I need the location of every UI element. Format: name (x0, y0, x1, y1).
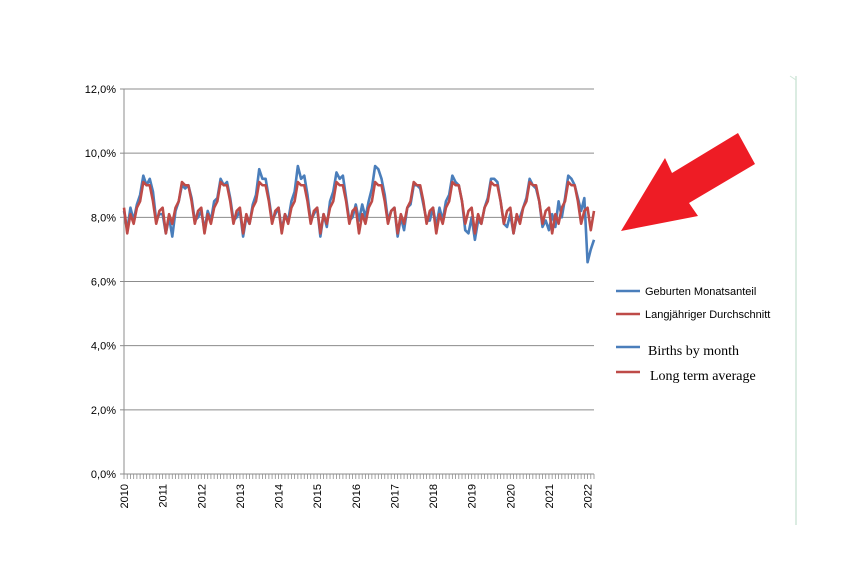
x-tick-label: 2015 (312, 484, 324, 508)
legend: Geburten Monatsanteil Langjähriger Durch… (616, 286, 770, 384)
y-tick-label: 10,0% (85, 148, 116, 160)
x-tick-label: 2018 (428, 484, 440, 508)
y-tick-label: 8,0% (91, 212, 116, 224)
x-tick-label: 2021 (544, 484, 556, 508)
x-tick-label: 2011 (158, 484, 170, 508)
y-tick-label: 0,0% (91, 469, 116, 481)
x-tick-label: 2017 (389, 484, 401, 508)
x-tick-label: 2022 (583, 484, 595, 508)
x-tick-label: 2012 (196, 484, 208, 508)
legend-label-geburten: Geburten Monatsanteil (645, 286, 756, 298)
x-tick-label: 2014 (274, 484, 286, 508)
x-tick-label: 2013 (235, 484, 247, 508)
x-tick-label: 2020 (505, 484, 517, 508)
gridlines (124, 88, 594, 411)
x-tick-label: 2019 (467, 484, 479, 508)
right-border-tick-top (789, 75, 797, 81)
y-tick-label: 12,0% (85, 84, 116, 96)
y-axis-tick-labels: 0,0% 2,0% 4,0% 6,0% 8,0% 10,0% 12,0% (85, 84, 116, 481)
series-lines (122, 164, 596, 264)
axes (120, 88, 595, 479)
y-tick-label: 6,0% (91, 277, 116, 289)
red-arrow-icon (621, 133, 755, 231)
legend-label-long-term: Long term average (650, 369, 756, 384)
series-line-langjaehriger-durchschnitt (122, 180, 596, 235)
legend-label-births: Births by month (648, 344, 739, 359)
x-tick-label: 2010 (119, 484, 131, 508)
y-tick-label: 4,0% (91, 341, 116, 353)
x-axis-tick-labels: 2010 2011 2012 2013 2014 2015 2016 2017 2018 2019… (119, 484, 595, 508)
legend-label-durchschnitt: Langjähriger Durchschnitt (645, 309, 770, 321)
y-tick-label: 2,0% (91, 405, 116, 417)
x-tick-label: 2016 (351, 484, 363, 508)
